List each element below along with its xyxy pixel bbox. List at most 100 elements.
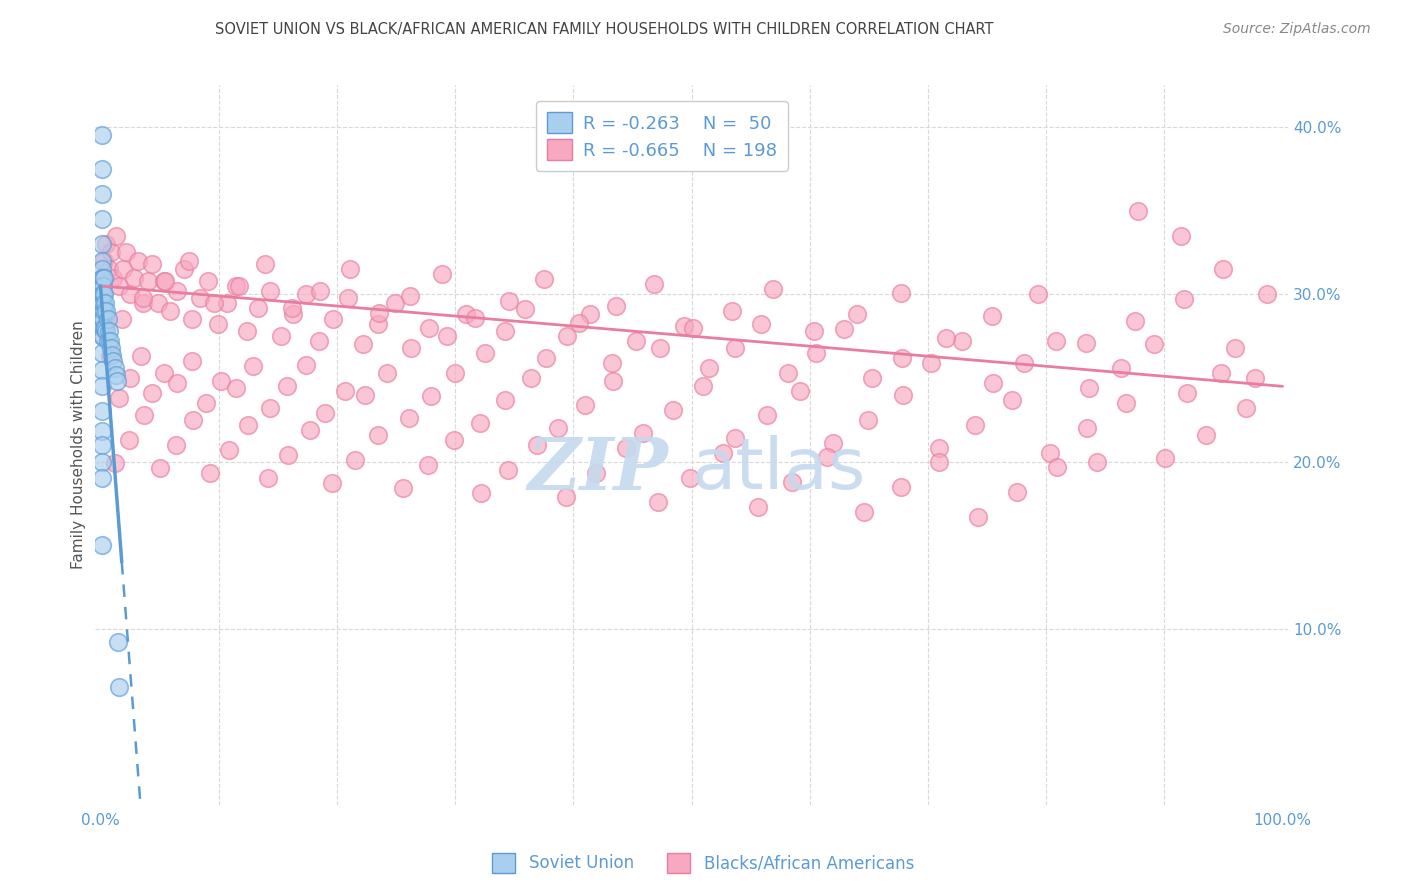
Point [90, 454, 112, 468]
Point [276, 379, 298, 393]
Point [713, 446, 735, 460]
Point [443, 433, 465, 447]
Point [91, 270, 114, 285]
Point [298, 423, 321, 437]
Point [179, 253, 201, 268]
Text: ZIP: ZIP [527, 434, 668, 506]
Point [90, 304, 112, 318]
Point [1175, 386, 1198, 401]
Point [90, 287, 112, 301]
Point [283, 307, 305, 321]
Point [416, 458, 439, 472]
Point [890, 285, 912, 300]
Point [105, 374, 128, 388]
Point [1001, 392, 1024, 407]
Point [218, 442, 240, 457]
Point [1212, 262, 1234, 277]
Point [93, 320, 115, 334]
Point [1225, 341, 1247, 355]
Point [90, 128, 112, 143]
Point [180, 354, 202, 368]
Point [91, 279, 114, 293]
Point [526, 438, 548, 452]
Point [981, 376, 1004, 390]
Point [454, 307, 477, 321]
Point [375, 366, 398, 380]
Point [1026, 287, 1049, 301]
Point [93, 304, 115, 318]
Point [98, 334, 121, 348]
Point [96, 237, 118, 252]
Point [108, 391, 131, 405]
Point [173, 262, 195, 277]
Point [188, 291, 211, 305]
Point [436, 329, 458, 343]
Point [108, 279, 131, 293]
Point [94, 295, 117, 310]
Point [181, 413, 204, 427]
Point [418, 320, 440, 334]
Point [470, 486, 492, 500]
Point [392, 482, 415, 496]
Point [336, 291, 359, 305]
Point [90, 237, 112, 252]
Point [756, 408, 779, 422]
Text: SOVIET UNION VS BLACK/AFRICAN AMERICAN FAMILY HOUSEHOLDS WITH CHILDREN CORRELATI: SOVIET UNION VS BLACK/AFRICAN AMERICAN F… [215, 22, 994, 37]
Point [129, 349, 152, 363]
Point [585, 467, 607, 481]
Point [803, 324, 825, 338]
Point [749, 318, 772, 332]
Point [444, 366, 467, 380]
Point [148, 295, 170, 310]
Point [141, 257, 163, 271]
Point [94, 320, 117, 334]
Point [295, 287, 318, 301]
Point [202, 295, 225, 310]
Point [225, 381, 247, 395]
Point [236, 324, 259, 338]
Point [309, 284, 332, 298]
Point [817, 450, 839, 464]
Point [498, 463, 520, 477]
Point [98, 349, 121, 363]
Point [225, 279, 247, 293]
Point [246, 301, 269, 315]
Point [928, 454, 950, 468]
Point [96, 304, 118, 318]
Point [1123, 314, 1146, 328]
Point [90, 253, 112, 268]
Point [533, 272, 555, 286]
Point [339, 262, 361, 277]
Point [494, 324, 516, 338]
Point [308, 334, 330, 348]
Point [1109, 360, 1132, 375]
Point [692, 379, 714, 393]
Point [367, 318, 389, 332]
Point [90, 279, 112, 293]
Point [343, 453, 366, 467]
Point [1077, 381, 1099, 395]
Point [643, 277, 665, 292]
Point [97, 324, 120, 338]
Point [494, 392, 516, 407]
Point [498, 293, 520, 308]
Point [724, 431, 747, 445]
Point [1039, 446, 1062, 460]
Point [430, 267, 453, 281]
Point [209, 374, 232, 388]
Point [1012, 356, 1035, 370]
Point [891, 387, 914, 401]
Point [90, 212, 112, 227]
Point [673, 319, 696, 334]
Point [661, 402, 683, 417]
Point [464, 310, 486, 325]
Point [200, 467, 222, 481]
Point [1076, 335, 1098, 350]
Point [97, 334, 120, 348]
Point [1005, 484, 1028, 499]
Point [384, 295, 406, 310]
Point [93, 270, 115, 285]
Point [90, 346, 112, 360]
Point [111, 312, 134, 326]
Point [557, 329, 579, 343]
